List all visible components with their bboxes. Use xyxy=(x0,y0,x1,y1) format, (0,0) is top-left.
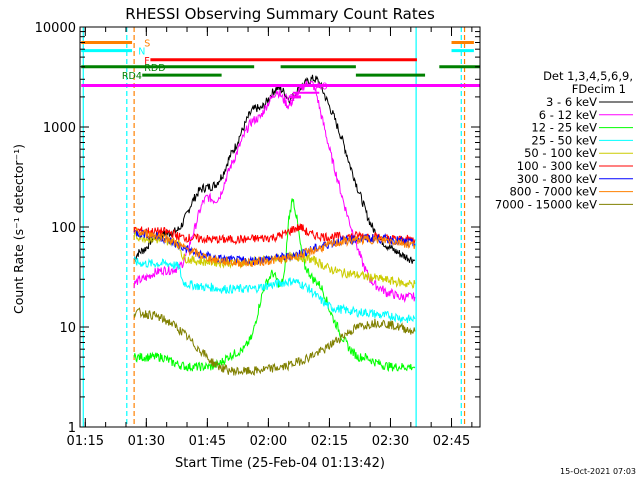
legend-header-line-2: FDecim 1 xyxy=(572,82,626,96)
legend-label-6: 100 - 300 keV xyxy=(517,159,597,173)
footer-timestamp: 15-Oct-2021 07:03 xyxy=(560,467,636,476)
y-tick-label-1: 10 xyxy=(59,321,76,336)
legend-label-7: 300 - 800 keV xyxy=(517,172,597,186)
x-tick-label-2: 01:45 xyxy=(189,434,226,449)
legend-label-9: 7000 - 15000 keV xyxy=(495,197,597,211)
plot-area xyxy=(81,27,480,427)
state-bar-label-2: F xyxy=(144,56,149,67)
x-axis-label: Start Time (25-Feb-04 01:13:42) xyxy=(175,456,385,471)
series-line-3 xyxy=(133,198,416,372)
series-line-4 xyxy=(133,256,416,324)
legend-label-4: 25 - 50 keV xyxy=(531,133,597,147)
legend-label-5: 50 - 100 keV xyxy=(524,146,597,160)
x-tick-label-5: 02:30 xyxy=(372,434,409,449)
y-tick-label-2: 100 xyxy=(51,221,76,236)
x-tick-label-4: 02:15 xyxy=(311,434,348,449)
x-tick-label-0: 01:15 xyxy=(67,434,104,449)
y-tick-label-0: 1 xyxy=(68,421,76,436)
x-tick-label-1: 01:30 xyxy=(128,434,165,449)
legend-label-3: 12 - 25 keV xyxy=(531,121,597,135)
series-line-8 xyxy=(133,226,416,268)
state-bar-label-0: S xyxy=(144,38,150,49)
series-line-1 xyxy=(133,74,416,264)
legend-label-1: 3 - 6 keV xyxy=(546,95,597,109)
series-line-9 xyxy=(133,307,416,377)
series-line-6 xyxy=(133,223,416,246)
state-bar-label-6: A0 xyxy=(315,82,328,93)
y-tick-label-3: 1000 xyxy=(43,121,76,136)
chart-title: RHESSI Observing Summary Count Rates xyxy=(125,5,435,23)
state-bar-label-3: RDD xyxy=(144,63,165,74)
x-tick-label-6: 02:45 xyxy=(433,434,470,449)
state-bar-label-5: A1 xyxy=(283,93,296,104)
y-tick-label-4: 10000 xyxy=(35,21,76,36)
x-tick-label-3: 02:00 xyxy=(250,434,287,449)
y-axis-label: Count Rate (s⁻¹ detector⁻¹) xyxy=(11,144,26,314)
legend-label-2: 6 - 12 keV xyxy=(539,108,597,122)
legend-label-8: 800 - 7000 keV xyxy=(509,185,597,199)
legend-header-line-1: Det 1,3,4,5,6,9, xyxy=(543,69,633,83)
state-bar-label-4: RD4 xyxy=(122,71,142,82)
state-bar-label-1: N xyxy=(138,47,145,58)
